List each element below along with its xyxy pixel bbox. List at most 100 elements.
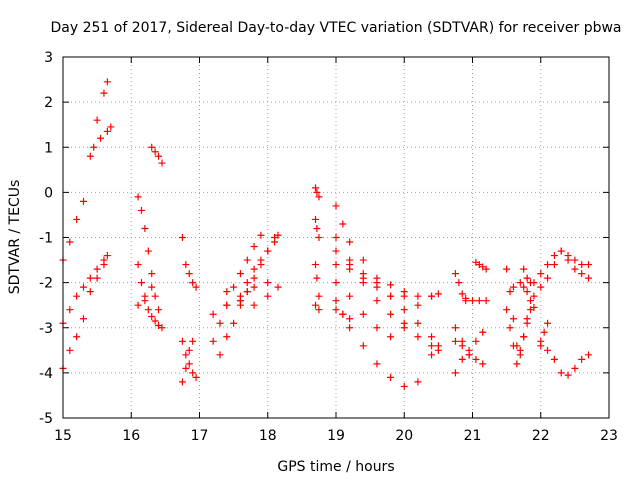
data-point: [578, 261, 586, 269]
y-tick-label: -2: [39, 276, 53, 292]
data-point: [451, 270, 459, 278]
y-tick-label: -1: [39, 231, 53, 247]
data-point: [346, 324, 354, 332]
data-point: [387, 373, 395, 381]
series-s34: [472, 258, 490, 273]
data-point: [458, 290, 466, 298]
data-point: [192, 373, 200, 381]
data-point: [100, 256, 108, 264]
data-point: [144, 306, 152, 314]
series-s30: [462, 297, 490, 305]
data-point: [516, 279, 524, 287]
data-point: [86, 274, 94, 282]
data-point: [141, 224, 149, 232]
data-point: [339, 310, 347, 318]
data-point: [503, 306, 511, 314]
data-point: [475, 297, 483, 305]
data-point: [250, 265, 258, 273]
data-point: [313, 188, 321, 196]
data-point: [557, 247, 565, 255]
series-s17: [243, 234, 279, 296]
series-s9: [178, 234, 200, 291]
data-point: [557, 369, 565, 377]
series-s12: [209, 231, 265, 345]
series-s36: [503, 306, 531, 368]
data-point: [523, 274, 531, 282]
data-point: [414, 301, 422, 309]
data-point: [332, 306, 340, 314]
data-point: [544, 319, 552, 327]
data-point: [523, 315, 531, 323]
x-tick-label: 15: [54, 428, 72, 444]
data-point: [182, 351, 190, 359]
data-point: [472, 355, 480, 363]
data-point: [107, 123, 115, 131]
data-point: [271, 234, 279, 241]
data-point: [332, 297, 340, 305]
data-point: [455, 279, 463, 287]
series-s39: [520, 265, 538, 300]
series-s1: [59, 78, 111, 264]
series-s25: [332, 247, 442, 354]
data-point: [332, 202, 340, 210]
data-point: [509, 342, 517, 350]
data-point: [134, 261, 142, 269]
data-point: [73, 333, 81, 341]
data-point: [387, 333, 395, 341]
data-point: [223, 301, 231, 309]
data-point: [373, 274, 381, 282]
data-point: [585, 351, 593, 359]
data-point: [523, 288, 531, 296]
data-point: [458, 337, 466, 345]
data-point: [585, 274, 593, 282]
data-point: [148, 270, 156, 278]
data-point: [465, 351, 473, 359]
data-point: [428, 292, 436, 300]
series-s29: [451, 270, 470, 302]
data-point: [544, 346, 552, 354]
data-point: [209, 337, 217, 345]
data-point: [264, 292, 272, 300]
data-point: [250, 301, 258, 309]
data-point: [578, 270, 586, 278]
y-tick-label: -4: [39, 366, 53, 382]
series-s2: [90, 123, 115, 151]
x-tick-label: 16: [122, 428, 140, 444]
data-point: [209, 310, 217, 318]
series-s20: [312, 261, 323, 300]
series-s38: [520, 283, 538, 311]
data-point: [274, 283, 282, 291]
data-point: [544, 261, 552, 269]
data-point: [428, 342, 436, 350]
data-point: [103, 127, 111, 135]
data-point: [520, 333, 528, 341]
data-point: [458, 355, 466, 363]
data-point: [537, 270, 545, 278]
data-point: [236, 297, 244, 305]
data-point: [516, 351, 524, 359]
series-s40: [537, 247, 593, 291]
data-point: [469, 297, 476, 305]
data-point: [550, 252, 558, 260]
data-point: [482, 265, 490, 273]
data-point: [313, 274, 321, 282]
data-point: [506, 324, 514, 332]
data-point: [223, 333, 231, 341]
data-point: [339, 220, 347, 228]
data-point: [373, 360, 381, 368]
data-point: [346, 256, 354, 264]
y-tick-label: 0: [44, 185, 53, 201]
data-point: [158, 324, 166, 332]
y-tick-label: -5: [39, 411, 53, 427]
data-point: [346, 238, 354, 246]
data-point: [387, 292, 395, 300]
data-point: [189, 369, 197, 377]
data-point: [373, 324, 381, 332]
y-tick-label: 1: [44, 140, 53, 156]
data-point: [315, 292, 323, 300]
data-point: [332, 279, 340, 287]
data-point: [178, 234, 186, 241]
x-tick-label: 18: [259, 428, 277, 444]
data-point: [312, 184, 320, 192]
